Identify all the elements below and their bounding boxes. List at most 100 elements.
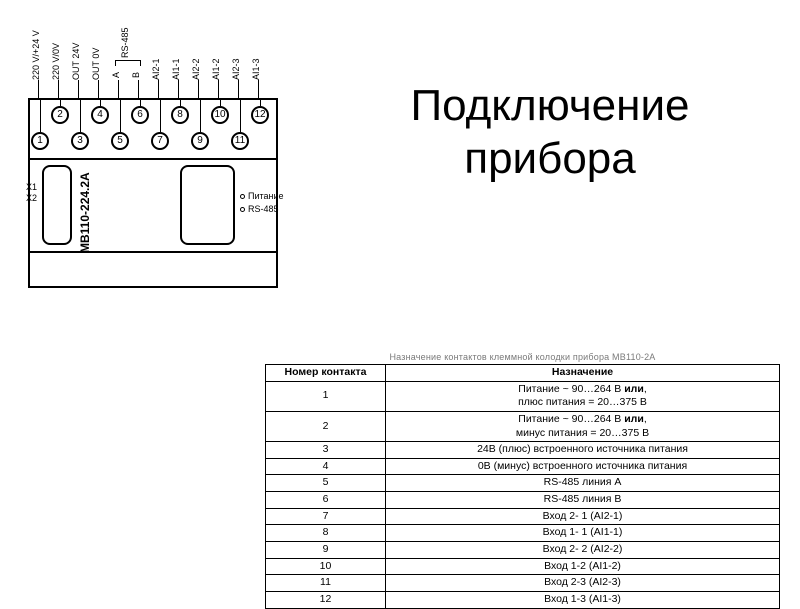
terminal-9: 9 [191,132,209,150]
pin-lead-12 [258,80,259,98]
cell-number: 5 [266,475,386,492]
pinout-table-wrap: Назначение контактов клеммной колодки пр… [265,352,780,609]
cell-number: 11 [266,575,386,592]
table-row: 324В (плюс) встроенного источника питани… [266,442,780,459]
table-row: 9Вход 2- 2 (AI2-2) [266,542,780,559]
pin-label-11: AI2-3 [231,58,241,80]
cell-desc: Питание ~ 90…264 В или,плюс питания = 20… [386,381,780,411]
x-connector-labels: X1 X2 [26,182,37,204]
pin-lead-8 [178,80,179,98]
rs485-bracket-label: RS-485 [120,27,130,58]
device-diagram: RS-485 220 V/+24 V 220 V/0V OUT 24V OUT 0V A B… [28,10,288,288]
cell-number: 4 [266,458,386,475]
pin-label-3: OUT 24V [71,43,81,80]
led-power-row: Питание [240,190,284,203]
col-number-header: Номер контакта [266,365,386,382]
cell-desc: Вход 2-3 (AI2-3) [386,575,780,592]
terminal-lead-3 [80,100,81,132]
pin-lead-5 [118,80,119,98]
pin-lead-3 [78,80,79,98]
cell-number: 2 [266,411,386,441]
terminal-12: 12 [251,106,269,124]
pin-label-8: AI1-1 [171,58,181,80]
device-bottom [28,253,278,288]
terminal-lead-10 [220,100,221,106]
cell-desc: RS-485 линия B [386,492,780,509]
led-indicators: Питание RS-485 [240,190,284,216]
pin-label-5: A [111,72,121,78]
terminal-lead-8 [180,100,181,106]
cell-number: 1 [266,381,386,411]
terminal-lead-9 [200,100,201,132]
table-row: 11Вход 2-3 (AI2-3) [266,575,780,592]
terminal-lead-2 [60,100,61,106]
cell-desc: Вход 2- 2 (AI2-2) [386,542,780,559]
x2-label: X2 [26,193,37,204]
slot-right [180,165,235,245]
led-rs485-icon [240,207,245,212]
model-label: МВ110-224.2А [78,172,92,253]
cell-desc: Вход 1- 1 (AI1-1) [386,525,780,542]
slot-left [42,165,72,245]
cell-desc: RS-485 линия A [386,475,780,492]
table-row: 10Вход 1-2 (AI1-2) [266,558,780,575]
terminal-8: 8 [171,106,189,124]
terminal-lead-11 [240,100,241,132]
cell-desc: 0В (минус) встроенного источника питания [386,458,780,475]
pin-label-9: AI2-2 [191,58,201,80]
terminal-3: 3 [71,132,89,150]
pin-label-2: 220 V/0V [51,43,61,80]
col-desc-header: Назначение [386,365,780,382]
terminal-5: 5 [111,132,129,150]
terminal-11: 11 [231,132,249,150]
table-caption: Назначение контактов клеммной колодки пр… [265,352,780,362]
pin-label-4: OUT 0V [91,48,101,80]
table-header-row: Номер контакта Назначение [266,365,780,382]
pin-leads [28,80,288,98]
pin-label-7: AI2-1 [151,58,161,80]
terminal-7: 7 [151,132,169,150]
cell-desc: Питание ~ 90…264 В или,минус питания = 2… [386,411,780,441]
device-body: X1 X2 МВ110-224.2А Питание RS-485 [28,158,278,253]
rs485-bracket [115,60,141,66]
pin-label-6: B [131,72,141,78]
table-row: 7Вход 2- 1 (AI2-1) [266,508,780,525]
x1-label: X1 [26,182,37,193]
led-rs485-label: RS-485 [248,204,279,214]
terminal-4: 4 [91,106,109,124]
terminal-lead-1 [40,100,41,132]
pin-lead-4 [98,80,99,98]
title-line2: прибора [464,134,636,183]
table-row: 2Питание ~ 90…264 В или,минус питания = … [266,411,780,441]
cell-desc: Вход 2- 1 (AI2-1) [386,508,780,525]
terminal-2: 2 [51,106,69,124]
pin-lead-1 [38,80,39,98]
title-line1: Подключение [411,81,690,130]
pin-lead-11 [238,80,239,98]
pin-label-1: 220 V/+24 V [31,30,41,80]
cell-desc: 24В (плюс) встроенного источника питания [386,442,780,459]
page-title: Подключение прибора [340,80,760,186]
terminal-10: 10 [211,106,229,124]
table-row: 6RS-485 линия B [266,492,780,509]
pin-lead-6 [138,80,139,98]
pin-labels-row: RS-485 220 V/+24 V 220 V/0V OUT 24V OUT 0V A B… [28,10,288,80]
terminal-lead-12 [260,100,261,106]
terminal-lead-7 [160,100,161,132]
table-row: 40В (минус) встроенного источника питани… [266,458,780,475]
terminal-lead-4 [100,100,101,106]
led-power-icon [240,194,245,199]
pin-lead-2 [58,80,59,98]
terminal-6: 6 [131,106,149,124]
cell-number: 10 [266,558,386,575]
pin-lead-7 [158,80,159,98]
led-rs485-row: RS-485 [240,203,284,216]
terminal-lead-6 [140,100,141,106]
table-row: 8Вход 1- 1 (AI1-1) [266,525,780,542]
terminal-1: 1 [31,132,49,150]
terminal-block: 123456789101112 [28,98,278,158]
pin-lead-9 [198,80,199,98]
pinout-table: Номер контакта Назначение 1Питание ~ 90…… [265,364,780,609]
pin-label-12: AI1-3 [251,58,261,80]
table-row: 1Питание ~ 90…264 В или,плюс питания = 2… [266,381,780,411]
